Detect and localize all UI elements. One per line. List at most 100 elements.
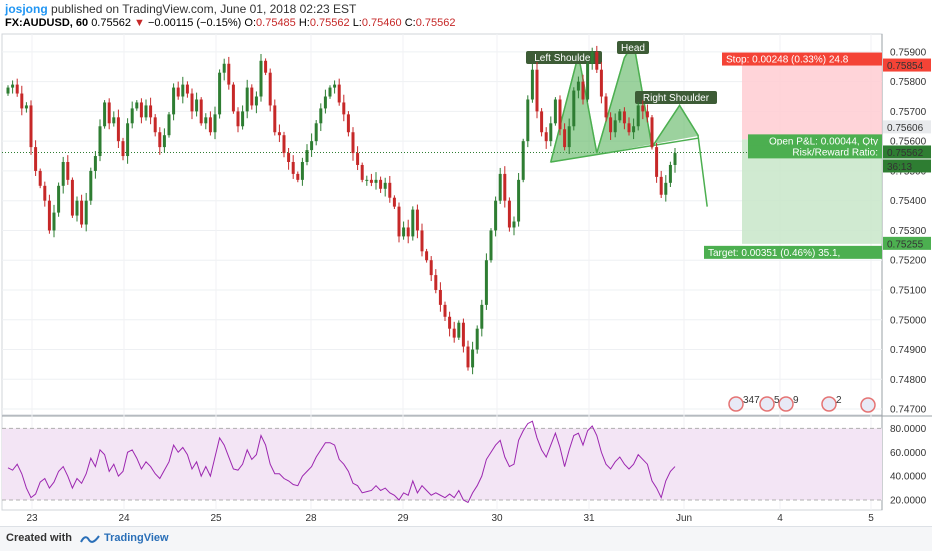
candle (604, 93, 608, 122)
risk-reward-label: Risk/Reward Ratio: (748, 145, 882, 159)
candle-body (558, 99, 562, 130)
candle (553, 97, 557, 126)
candle-body (627, 123, 631, 133)
candle-body (420, 230, 424, 252)
candle-body (448, 316, 452, 329)
candle (622, 107, 626, 130)
target-price-marker-box (883, 236, 931, 250)
candle-body (572, 90, 576, 127)
candle (250, 84, 254, 110)
symbol-label[interactable]: FX:AUDUSD, 60 (5, 17, 89, 29)
candle-body (107, 102, 111, 124)
candle (103, 100, 107, 129)
candle (507, 197, 511, 232)
candle-body (369, 179, 373, 183)
change-value: −0.00115 (−0.15%) (147, 17, 242, 29)
candle-body (484, 260, 488, 305)
target-label-box (704, 245, 882, 259)
candle-body (544, 132, 548, 142)
candle (351, 127, 355, 161)
event-count: 347 (743, 395, 760, 406)
countdown-marker-text: 36:13 (887, 162, 912, 173)
candle (563, 123, 567, 151)
left-shoulder-label-box (526, 51, 602, 64)
event-marker[interactable]: 5 (759, 395, 780, 412)
candle (369, 173, 373, 187)
stop-price-marker: 0.75854 (883, 58, 931, 72)
candle-body (618, 111, 622, 121)
last-price-marker-text: 0.75562 (887, 148, 924, 159)
candle (346, 111, 350, 137)
candle (388, 175, 392, 203)
candle (135, 100, 139, 111)
candle-body (503, 173, 507, 201)
head-label-box (617, 41, 649, 54)
candle-body (20, 93, 24, 109)
candle (452, 321, 456, 343)
candle-body (208, 117, 212, 133)
candle-body (328, 87, 332, 97)
candle-body (360, 164, 364, 180)
candle (425, 248, 429, 263)
right-shoulder-label-box (635, 91, 717, 104)
time-tick-label: 25 (210, 513, 222, 524)
low-value: 0.75460 (361, 17, 402, 29)
candle (572, 87, 576, 131)
candle-body (250, 87, 254, 106)
event-count: 9 (793, 395, 799, 406)
candle (305, 144, 309, 166)
candle (47, 194, 51, 234)
candle-body (517, 179, 521, 222)
candle (158, 127, 162, 155)
down-arrow-icon: ▼ (134, 17, 145, 29)
price-axis[interactable]: 0.759000.758000.757000.756000.755000.754… (883, 47, 931, 507)
candle-body (195, 99, 199, 112)
candle-body (664, 182, 668, 195)
economic-events[interactable]: 347 5 9 2 (728, 395, 876, 413)
candle (659, 170, 663, 199)
candle (530, 63, 534, 103)
candle-body (259, 60, 263, 97)
candle-body (116, 117, 120, 142)
time-axis[interactable]: 23 24 25 28 29 30 31 Jun 4 5 (26, 513, 874, 524)
candle (20, 85, 24, 116)
head-and-shoulders-pattern[interactable]: Left Shoulder Head Right Shoulder (526, 40, 717, 207)
position-tool[interactable]: Stop: 0.00248 (0.33%) 24.8 Open P&L: 0.00… (2, 52, 882, 259)
candle (29, 100, 33, 155)
candle-body (622, 111, 626, 124)
candle-body (310, 141, 314, 151)
candle-body (149, 105, 153, 118)
candle-body (379, 179, 383, 189)
risk-reward-label-box (748, 145, 882, 159)
candle (291, 155, 295, 179)
candle-body (300, 161, 304, 180)
candle-body (567, 126, 571, 148)
chart-canvas[interactable]: Stop: 0.00248 (0.33%) 24.8 Open P&L: 0.00… (0, 0, 932, 526)
candle-body (443, 304, 447, 317)
candle (632, 118, 636, 140)
tradingview-brand[interactable]: TradingView (104, 532, 169, 544)
candle (38, 168, 42, 189)
candle (383, 177, 387, 197)
price-tick-label: 0.75000 (890, 315, 927, 326)
stop-price-marker-box (883, 58, 931, 72)
event-marker[interactable]: 347 (728, 395, 760, 412)
candle-body (512, 221, 516, 228)
neckline (550, 137, 699, 163)
candle (98, 119, 102, 162)
candle (549, 116, 553, 147)
candle (434, 269, 438, 294)
candle (222, 58, 226, 81)
candle (645, 104, 649, 123)
candle-body (254, 96, 258, 106)
candle-body (34, 147, 38, 171)
candle-body (282, 135, 286, 154)
candle (420, 223, 424, 257)
candle (618, 109, 622, 123)
candle (195, 92, 199, 117)
event-marker[interactable]: 2 (821, 395, 842, 412)
event-marker[interactable]: 9 (778, 395, 799, 412)
candle (11, 80, 15, 94)
author-name[interactable]: josjong (5, 2, 48, 16)
candle (650, 114, 654, 150)
